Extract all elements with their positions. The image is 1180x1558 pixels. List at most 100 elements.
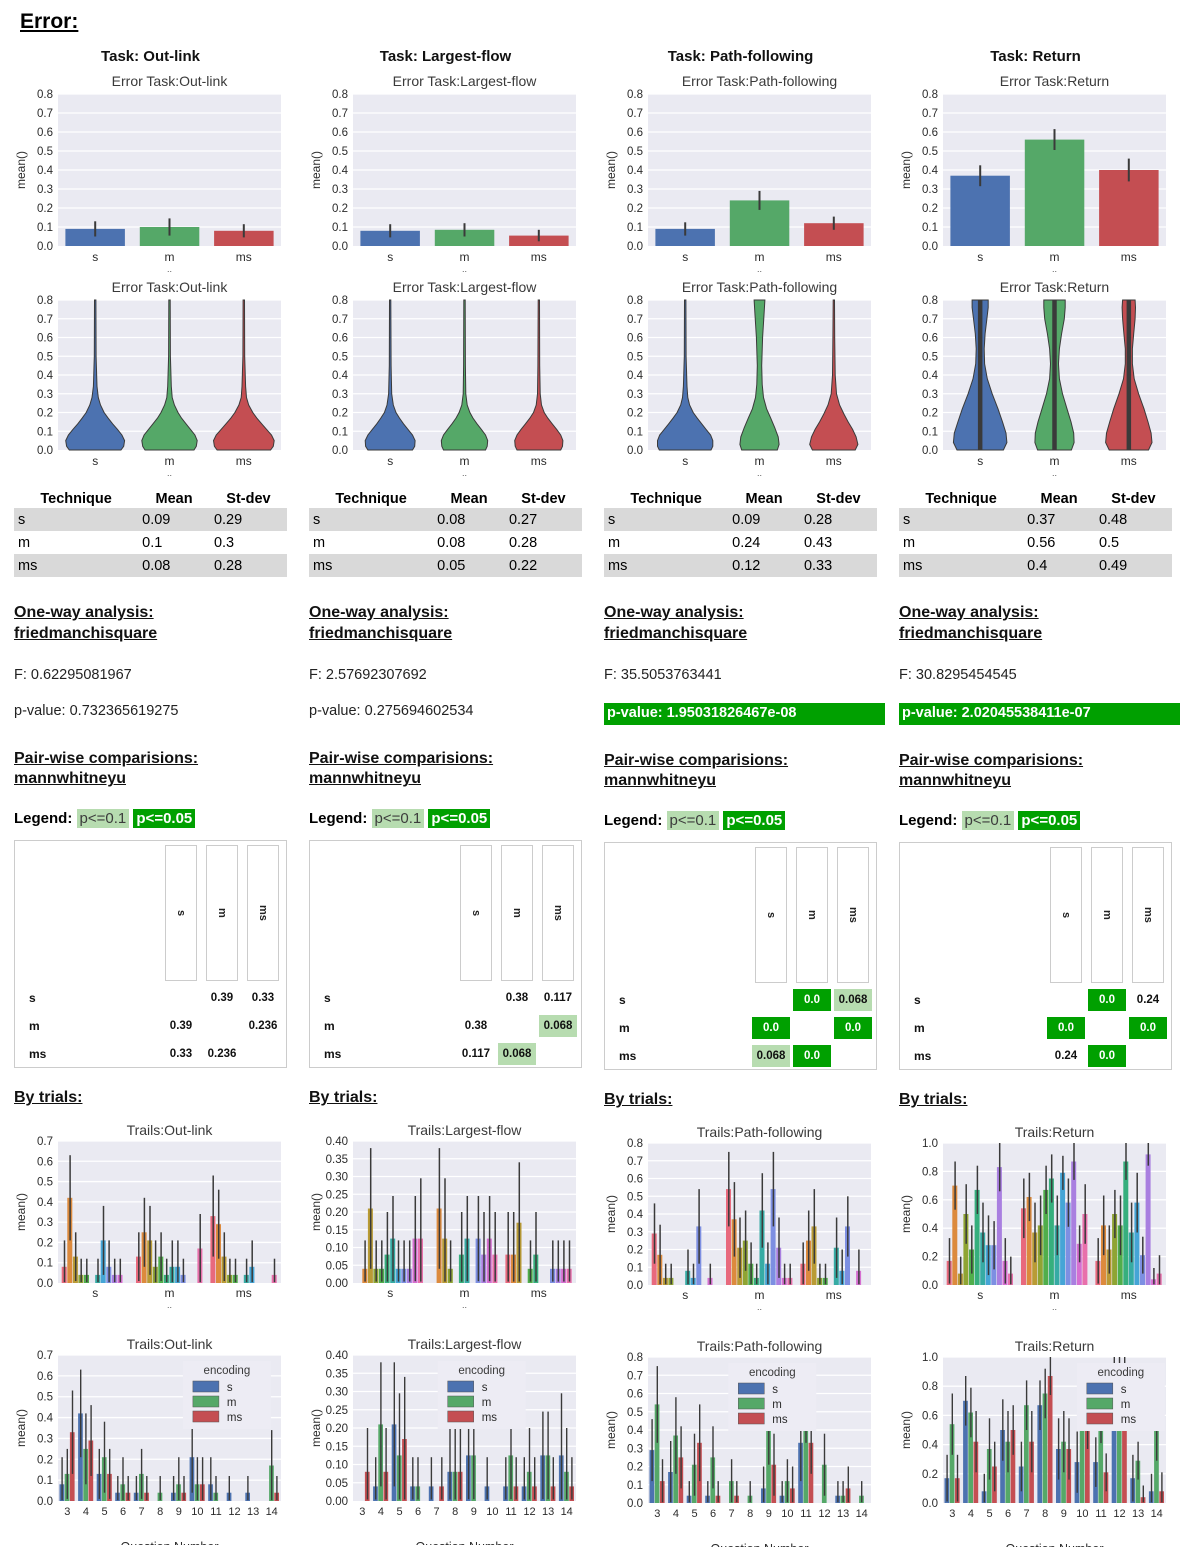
svg-text:Trails:Return: Trails:Return (1015, 1124, 1095, 1140)
svg-text:encoding: encoding (749, 1367, 796, 1379)
svg-text:ms: ms (236, 1286, 252, 1300)
matrix-cell (203, 1015, 241, 1037)
svg-text:Error Task:Out-link: Error Task:Out-link (112, 73, 229, 89)
svg-text:0.0: 0.0 (37, 241, 53, 253)
svg-text:5: 5 (101, 1506, 107, 1518)
svg-text:6: 6 (415, 1506, 421, 1518)
svg-text:0.4: 0.4 (922, 1223, 939, 1235)
matrix-col-header: s (1050, 847, 1082, 984)
svg-text:Error Task:Path-following: Error Task:Path-following (682, 73, 837, 89)
svg-text:10: 10 (191, 1506, 203, 1518)
svg-text:1.0: 1.0 (922, 1138, 938, 1150)
matrix-cell (244, 1043, 282, 1065)
svg-text:0.5: 0.5 (627, 146, 643, 158)
matrix-cell: 0.117 (461, 1048, 491, 1061)
trials-chart-by-encoding: 0.0 0.2 0.4 0.6 0.8 1.0 Trails:Return mean() s m m… (899, 1124, 1166, 1312)
svg-text:m: m (482, 1397, 492, 1409)
task-title: Task: Path-following (667, 48, 814, 65)
matrix-cell: 0.0 (1129, 1017, 1167, 1040)
stats-table-row: s 0.37 0.48 (899, 508, 1172, 531)
trials-chart-by-trial: 0.0 0.1 0.2 0.3 0.4 0.5 0.6 0.7 0.8 Trails:Path-f… (604, 1338, 871, 1547)
matrix-col-header: s (165, 845, 197, 982)
oneway-analysis: One-way analysis: friedmanchisquare F: 30… (899, 603, 1180, 725)
stats-table-cell: 0.49 (1094, 554, 1172, 577)
svg-text:0.1: 0.1 (37, 1258, 53, 1270)
svg-text:Question Number: Question Number (416, 1540, 514, 1545)
svg-text:0.2: 0.2 (922, 203, 938, 215)
matrix-row-label: ms (29, 1047, 47, 1062)
svg-text:0.3: 0.3 (922, 184, 938, 196)
stats-table-row: ms 0.4 0.49 (899, 554, 1172, 577)
svg-text:6: 6 (120, 1506, 126, 1518)
svg-text:0.6: 0.6 (37, 333, 53, 345)
matrix-cell (457, 987, 495, 1009)
svg-text:s: s (482, 1382, 488, 1394)
error-bar-chart: 0.0 0.1 0.2 0.3 0.4 0.5 0.6 0.7 0.8 Error Task:Re… (899, 73, 1166, 274)
stats-table-row: m 0.1 0.3 (14, 531, 287, 554)
svg-text:0.5: 0.5 (922, 146, 938, 158)
svg-text:Error Task:Path-following: Error Task:Path-following (682, 279, 837, 295)
task-title: Task: Out-link (101, 48, 200, 65)
legend-swatch (447, 1380, 474, 1393)
svg-text:0.35: 0.35 (326, 1154, 348, 1166)
svg-text:m: m (1121, 1399, 1131, 1411)
svg-text:0.6: 0.6 (922, 1195, 938, 1207)
svg-text:0.0: 0.0 (627, 1498, 643, 1510)
stats-table-cell: 0.24 (732, 534, 761, 551)
svg-text:0.3: 0.3 (627, 389, 643, 401)
stats-table: Technique Mean St-dev s 0.09 0.28 m 0.24 0.43 ms 0… (604, 490, 877, 577)
matrix-cell: 0.0 (793, 1045, 831, 1068)
matrix-cell: 0.068 (752, 1045, 790, 1068)
bytrials-heading: By trials: (899, 1091, 968, 1109)
f-value: F: 30.8295454545 (899, 666, 1017, 683)
legend-chip-p005: p<=0.05 (133, 809, 196, 829)
stats-table-row: ms 0.08 0.28 (14, 554, 287, 577)
svg-text:4: 4 (83, 1506, 89, 1518)
svg-text:0.8: 0.8 (37, 295, 53, 307)
svg-text:0.1: 0.1 (627, 426, 643, 438)
svg-text:mean(): mean() (14, 151, 28, 189)
svg-text:0.8: 0.8 (922, 1381, 938, 1393)
violin-shape (440, 299, 489, 451)
p-value: p-value: 0.732365619275 (14, 702, 179, 719)
svg-text:m: m (755, 454, 765, 468)
stats-table-cell: s (604, 508, 729, 531)
svg-text:ms: ms (772, 1414, 788, 1426)
svg-text:s: s (1121, 1384, 1127, 1396)
stats-table-cell: s (309, 508, 434, 531)
svg-text:0.8: 0.8 (922, 1166, 938, 1178)
svg-text:4: 4 (673, 1508, 679, 1520)
matrix-col-header-label: m (216, 908, 228, 919)
oneway-heading: One-way analysis: friedmanchisquare (604, 604, 748, 642)
svg-text:0.5: 0.5 (627, 351, 643, 363)
svg-text:0.2: 0.2 (37, 408, 53, 420)
pairwise-legend: Legend: p<=0.1 p<=0.05 (309, 809, 582, 832)
svg-text:14: 14 (856, 1508, 868, 1520)
legend-swatch (192, 1380, 220, 1393)
p-value: p-value: 0.275694602534 (309, 702, 474, 719)
svg-text:mean(): mean() (309, 151, 323, 189)
stats-table-row: s 0.09 0.28 (604, 508, 877, 531)
svg-text:0.40: 0.40 (326, 1350, 348, 1362)
legend-swatch (1086, 1397, 1114, 1410)
svg-text:Trails:Out-link: Trails:Out-link (127, 1336, 214, 1352)
violin-shape (739, 299, 780, 451)
svg-text:0.0: 0.0 (627, 445, 643, 457)
stats-table-cell: 0.33 (799, 554, 877, 577)
svg-text:10: 10 (486, 1506, 498, 1518)
svg-text:0.3: 0.3 (627, 184, 643, 196)
legend-label: Legend: (604, 812, 667, 830)
svg-text:0.4: 0.4 (332, 165, 349, 177)
stats-table-header: Technique (40, 491, 112, 507)
stats-table: Technique Mean St-dev s 0.08 0.27 m 0.08 0.28 ms 0… (309, 490, 582, 577)
svg-text:s: s (682, 250, 688, 264)
legend-swatch (738, 1382, 765, 1395)
svg-text:0.7: 0.7 (37, 108, 53, 120)
stats-table-cell: 0.28 (508, 534, 538, 551)
svg-text:0.7: 0.7 (627, 314, 643, 326)
svg-text:s: s (977, 250, 983, 264)
stats-table-cell: ms (899, 554, 1024, 577)
svg-text:..: .. (462, 264, 467, 274)
svg-text:0.0: 0.0 (922, 1498, 938, 1510)
svg-text:0.5: 0.5 (332, 146, 348, 158)
